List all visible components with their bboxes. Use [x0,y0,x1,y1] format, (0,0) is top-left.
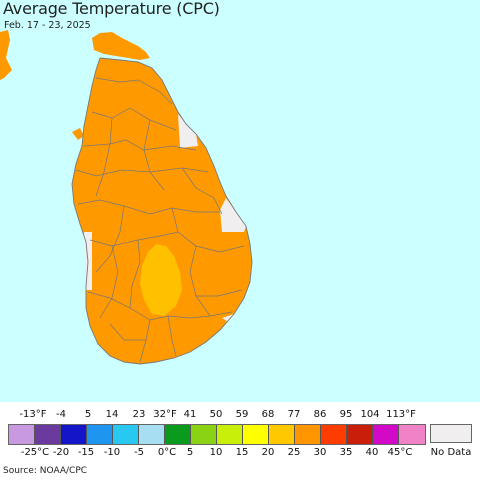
legend-swatch [321,425,347,444]
legend-swatch [243,425,269,444]
nodata-southeast [222,314,234,322]
source-credit: Source: NOAA/CPC [3,466,88,476]
legend-swatch [165,425,191,444]
legend-tick-f: 14 [105,409,119,420]
date-range: Feb. 17 - 23, 2025 [4,20,91,31]
legend-tick-f: 5 [84,409,92,420]
legend-tick-c: 15 [235,447,249,458]
legend-tick-c: 40 [365,447,379,458]
legend-tick-f: 23 [132,409,146,420]
map-title: Average Temperature (CPC) [3,0,220,18]
legend-tick-f: 50 [209,409,223,420]
nodata-northeast [178,114,198,148]
legend-tick-c: 35 [339,447,353,458]
legend-tick-c: -25°C [20,447,50,458]
legend-swatch [139,425,165,444]
legend-swatch [61,425,87,444]
legend-nodata-swatch [430,424,472,443]
legend-color-strip [8,424,426,445]
legend-tick-f: 104 [360,409,380,420]
legend-tick-c: 0°C [157,447,177,458]
legend-tick-f: 95 [339,409,353,420]
legend-tick-c: 10 [209,447,223,458]
legend-swatch [399,425,425,444]
mannar-island [72,128,84,140]
legend-swatch [9,425,35,444]
legend-tick-f: -4 [56,409,66,420]
legend-tick-f: 86 [313,409,327,420]
legend-tick-c: -20 [52,447,70,458]
legend-swatch [373,425,399,444]
coastline [71,57,253,365]
legend-tick-c: -5 [134,447,144,458]
legend-tick-c: 25 [287,447,301,458]
central-warm-zone [140,244,182,316]
nodata-east [220,198,246,232]
legend-swatch [269,425,295,444]
legend-tick-f: 59 [235,409,249,420]
legend-tick-c: 20 [261,447,275,458]
legend-swatch [113,425,139,444]
legend-tick-f: 41 [183,409,197,420]
ocean [0,0,480,402]
legend-tick-c: -15 [77,447,95,458]
legend-tick-f: 77 [287,409,301,420]
legend-swatch [191,425,217,444]
district-borders [75,77,245,363]
legend-swatch [87,425,113,444]
legend-swatch [347,425,373,444]
legend-tick-f: -13°F [19,409,47,420]
legend-swatch [295,425,321,444]
legend-tick-c: 45°C [387,447,413,458]
legend-tick-f: 113°F [386,409,416,420]
legend-tick-f: 68 [261,409,275,420]
legend-swatch [217,425,243,444]
legend-swatch [35,425,61,444]
legend-tick-f: 32°F [153,409,177,420]
jaffna-peninsula [92,32,150,60]
legend-tick-c: 30 [313,447,327,458]
legend-tick-c: -10 [103,447,121,458]
india-coast [0,30,12,80]
legend-nodata-label: No Data [430,447,472,458]
legend-tick-c: 5 [186,447,194,458]
